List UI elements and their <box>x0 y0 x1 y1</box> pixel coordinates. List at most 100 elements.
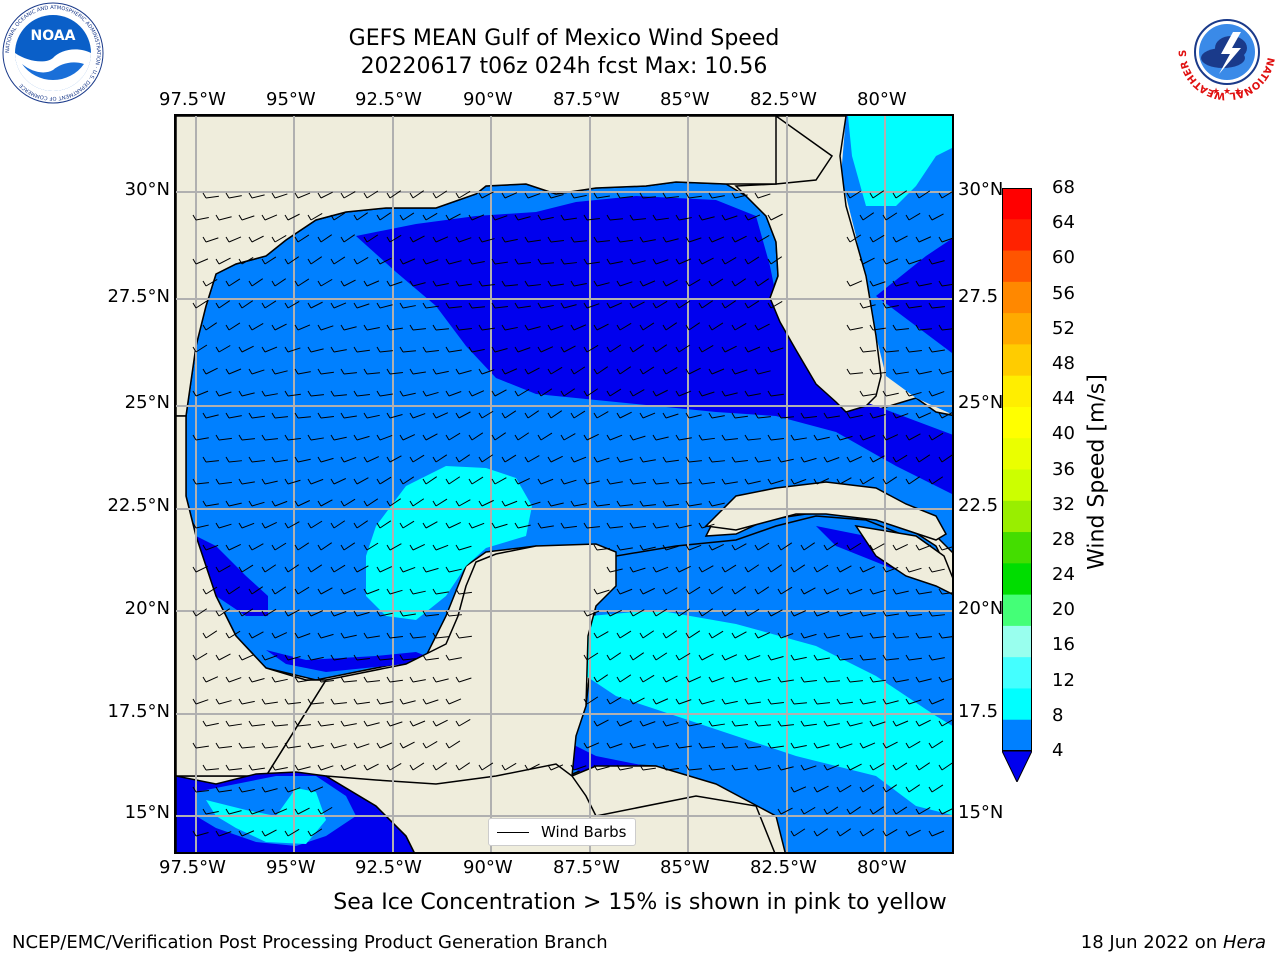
wind-barb <box>310 745 324 749</box>
wind-barb-flag <box>215 830 220 837</box>
wind-barb-flag <box>731 588 736 595</box>
wind-barb-flag <box>491 302 496 309</box>
wind-barb-flag <box>455 412 460 419</box>
wind-barb-flag <box>202 456 207 463</box>
wind-barb <box>435 678 449 683</box>
wind-barb-flag <box>606 522 611 529</box>
wind-barb <box>425 521 438 529</box>
wind-barb <box>678 344 691 353</box>
wind-barb <box>310 564 323 573</box>
wind-barb-flag <box>238 786 243 793</box>
wind-barb <box>711 368 725 375</box>
wind-barb <box>412 282 426 287</box>
wind-barb <box>310 702 324 705</box>
wind-barb-flag <box>698 742 703 749</box>
wind-barb-flag <box>363 500 368 507</box>
wind-barb <box>573 503 587 507</box>
wind-barb-flag <box>215 258 220 265</box>
wind-barb <box>310 786 324 793</box>
wind-barb-flag <box>593 764 598 771</box>
wind-barb <box>701 345 714 353</box>
wind-barb-flag <box>317 368 322 375</box>
wind-barb <box>205 195 219 199</box>
wind-barb-flag <box>340 500 345 507</box>
wind-barb <box>941 762 952 771</box>
wind-barb <box>356 657 370 661</box>
wind-barb-flag <box>215 610 220 617</box>
wind-barb <box>471 522 485 529</box>
wind-barb <box>320 325 334 331</box>
wind-barb-flag <box>294 632 299 639</box>
wind-barb-flag <box>583 742 588 749</box>
wind-barb <box>908 259 922 265</box>
wind-barb-flag <box>215 214 220 221</box>
wind-barb <box>458 454 471 463</box>
lat-label-left: 30°N <box>124 179 170 200</box>
wind-barb-flag <box>938 764 943 771</box>
wind-barb <box>619 195 633 199</box>
wind-barb <box>665 413 679 419</box>
wind-barb <box>425 740 438 749</box>
wind-barb-flag <box>721 478 726 485</box>
sea-ice-caption: Sea Ice Concentration > 15% is shown in … <box>333 890 947 915</box>
colorbar-segment <box>1002 344 1032 377</box>
wind-barb-flag <box>317 324 322 331</box>
wind-barb-flag <box>928 698 933 705</box>
wind-barb <box>425 699 439 705</box>
wind-barb-flag <box>501 368 506 375</box>
wind-barb <box>839 828 852 837</box>
wind-barb <box>494 215 508 221</box>
wind-barb <box>688 237 702 243</box>
wind-barb <box>609 302 623 309</box>
wind-barb-flag <box>248 544 253 551</box>
wind-barb-flag <box>606 214 611 221</box>
wind-barb-flag <box>928 654 933 661</box>
wind-barb <box>872 762 885 771</box>
wind-barb <box>218 216 232 221</box>
wind-barb <box>274 193 288 199</box>
wind-barb <box>264 655 278 661</box>
wind-barb <box>402 658 416 661</box>
wind-barb <box>320 542 333 551</box>
wind-barb <box>458 328 472 331</box>
wind-barb <box>274 416 288 419</box>
wind-barb-flag <box>432 324 437 331</box>
wind-barb-flag <box>353 302 358 309</box>
wind-barb <box>711 236 725 243</box>
wind-barb <box>320 633 334 639</box>
wind-barb-flag <box>524 368 529 375</box>
wind-barb-flag <box>790 654 795 661</box>
wind-barb <box>711 677 725 683</box>
wind-barb-flag <box>593 324 598 331</box>
wind-barb <box>389 234 402 243</box>
wind-barb-flag <box>409 368 414 375</box>
wind-barb-flag <box>629 478 634 485</box>
wind-barb-flag <box>928 258 933 265</box>
wind-barb <box>701 257 714 265</box>
wind-barb-flag <box>524 236 529 243</box>
wind-barb <box>379 658 393 661</box>
wind-barb <box>642 459 656 463</box>
wind-barb <box>665 675 678 683</box>
wind-barb-flag <box>560 478 565 485</box>
footer-date-text: 18 Jun 2022 on <box>1080 932 1223 953</box>
wind-barb-flag <box>330 522 335 529</box>
wind-barb-flag <box>905 390 910 397</box>
wind-barb <box>619 674 632 683</box>
wind-barb-flag <box>547 500 552 507</box>
wind-barb <box>320 806 333 815</box>
wind-barb <box>908 657 922 661</box>
wind-barb-flag <box>915 324 920 331</box>
wind-barb <box>402 392 416 397</box>
wind-barb-flag <box>192 610 197 617</box>
wind-barb-flag <box>261 346 266 353</box>
wind-barb-flag <box>652 390 657 397</box>
wind-barb <box>678 524 692 529</box>
lat-label-left: 15°N <box>124 802 170 823</box>
wind-barb <box>241 608 254 617</box>
wind-barb-flag <box>767 698 772 705</box>
wind-barb-flag <box>685 764 690 771</box>
wind-barb-flag <box>478 324 483 331</box>
wind-barb-flag <box>455 676 460 683</box>
wind-barb <box>366 234 379 243</box>
